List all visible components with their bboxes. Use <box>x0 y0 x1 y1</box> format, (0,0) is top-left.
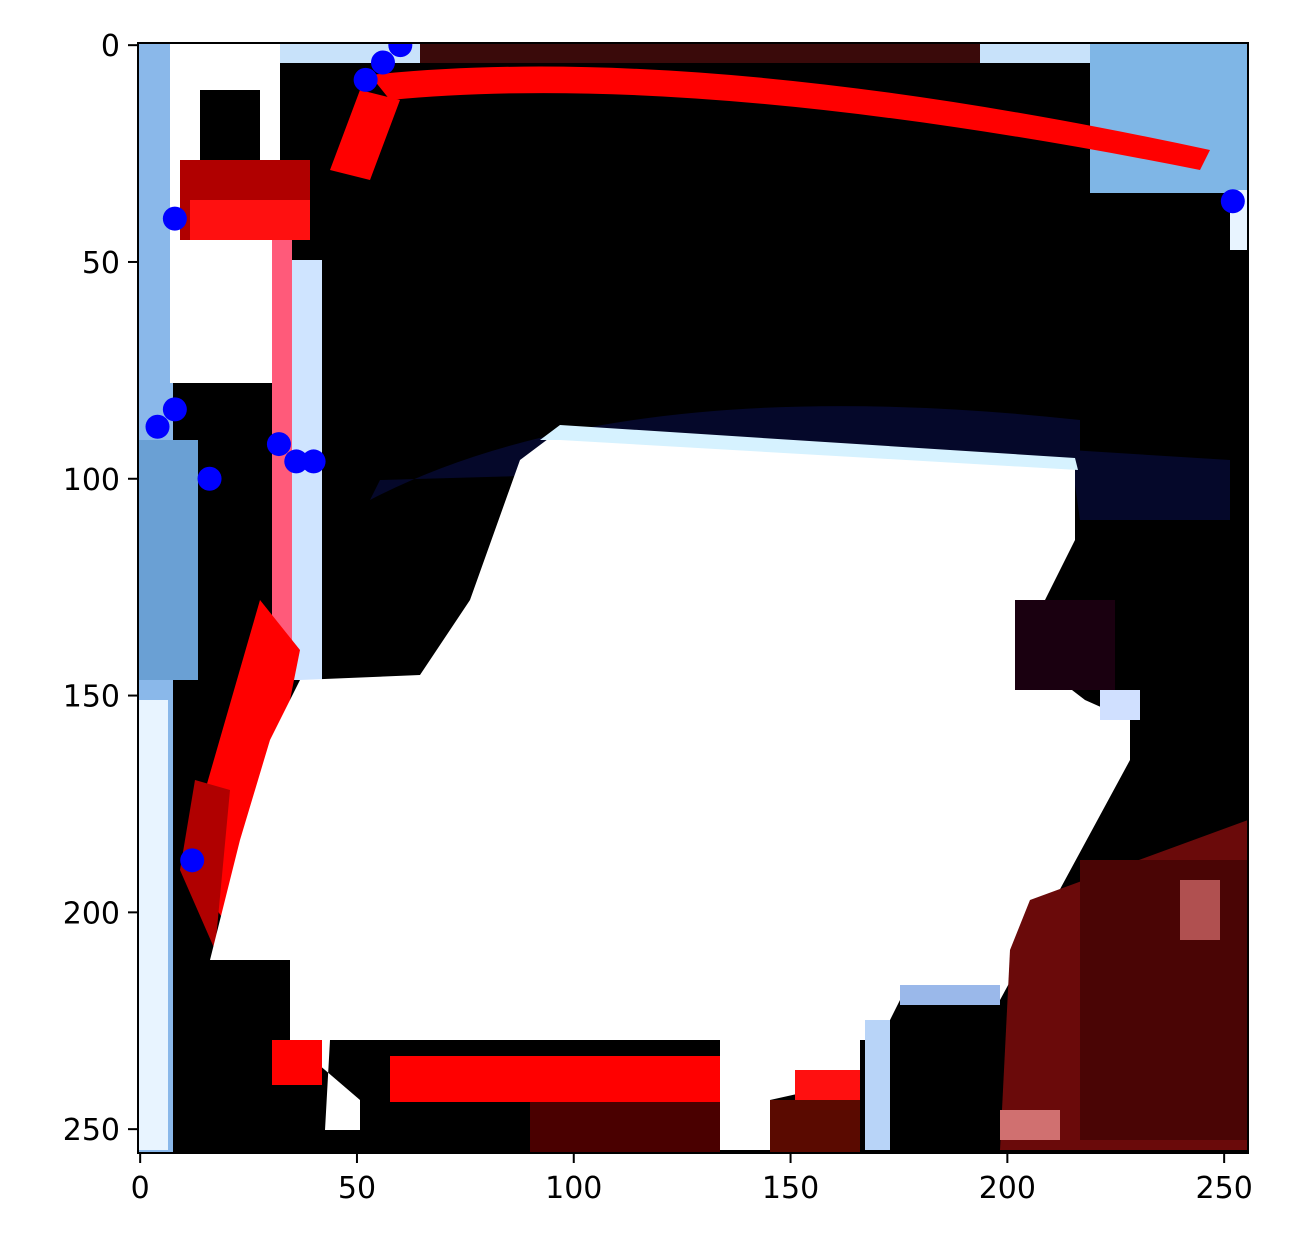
scatter-point <box>388 43 413 58</box>
x-tick-label: 250 <box>1196 1171 1253 1206</box>
scatter-point <box>162 206 187 231</box>
scatter-point <box>1220 189 1245 214</box>
background-image <box>138 43 1248 1153</box>
y-tick-label: 0 <box>101 29 120 64</box>
y-tick-label: 50 <box>82 246 120 281</box>
x-tick-label: 0 <box>131 1171 150 1206</box>
x-tick-label: 200 <box>979 1171 1036 1206</box>
scatter-point <box>301 449 326 474</box>
scatter-point <box>284 449 309 474</box>
x-tick-label: 150 <box>762 1171 819 1206</box>
y-axis: 0 50 100 150 200 250 <box>63 29 138 1148</box>
y-tick-label: 100 <box>63 463 120 498</box>
scatter-point <box>162 397 187 422</box>
x-axis: 0 50 100 150 200 250 <box>131 1153 1253 1206</box>
y-tick-label: 250 <box>63 1113 120 1148</box>
scatter-point <box>353 67 378 92</box>
scatter-points <box>145 43 1245 873</box>
scatter-point <box>180 848 205 873</box>
scatter-point <box>370 50 395 75</box>
axes-frame <box>137 42 1249 1154</box>
scatter-point <box>266 432 291 457</box>
x-tick-label: 50 <box>338 1171 376 1206</box>
scatter-point <box>145 414 170 439</box>
x-tick-label: 100 <box>545 1171 602 1206</box>
y-tick-label: 150 <box>63 680 120 715</box>
y-tick-label: 200 <box>63 896 120 931</box>
scatter-point <box>197 466 222 491</box>
plot-area <box>138 43 1248 1153</box>
